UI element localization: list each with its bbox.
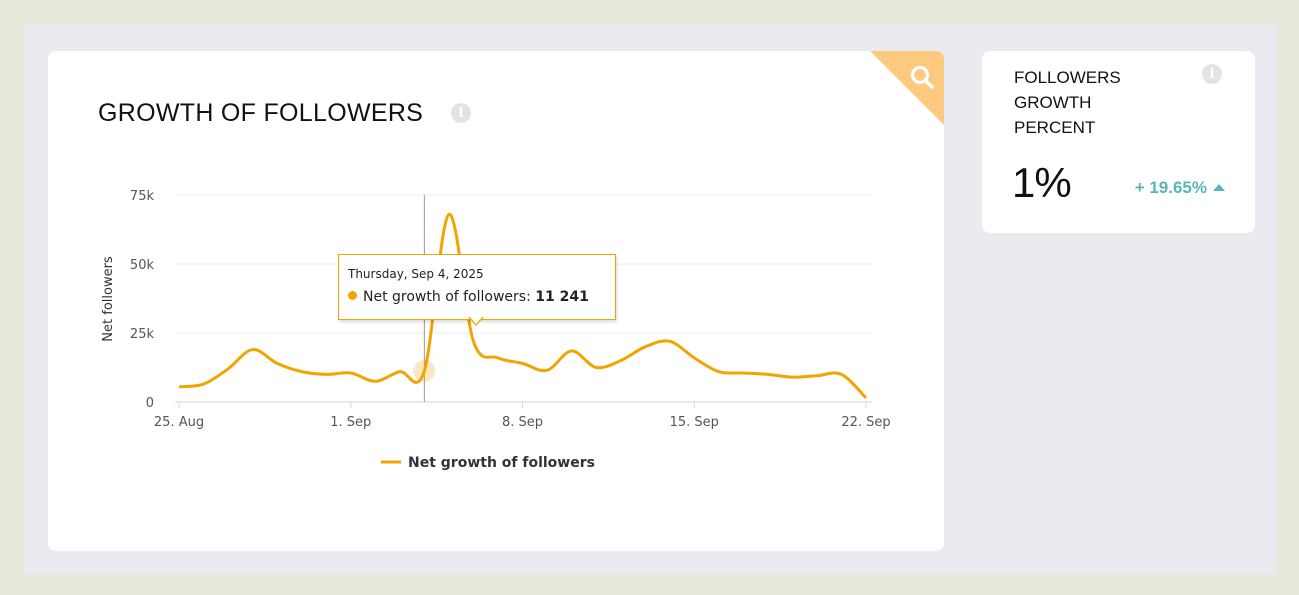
series-dot-icon bbox=[348, 291, 357, 300]
page-title: GROWTH OF FOLLOWERS bbox=[98, 99, 424, 127]
tooltip-series-label: Net growth of followers: bbox=[363, 289, 531, 305]
side-card-title: FOLLOWERS GROWTH PERCENT bbox=[1014, 68, 1121, 137]
info-icon[interactable]: i bbox=[451, 103, 471, 123]
tooltip-value: 11 241 bbox=[535, 289, 589, 305]
growth-change-value: + 19.65% bbox=[1134, 178, 1207, 197]
info-icon[interactable]: i bbox=[1202, 64, 1222, 84]
growth-percent-value: 1% bbox=[1012, 159, 1072, 206]
followers-growth-percent-card: FOLLOWERS GROWTH PERCENT i 1% + 19.65% bbox=[982, 51, 1255, 233]
search-icon[interactable] bbox=[908, 63, 938, 93]
chart-tooltip: Thursday, Sep 4, 2025 Net growth of foll… bbox=[338, 254, 616, 320]
tooltip-date: Thursday, Sep 4, 2025 bbox=[348, 267, 484, 281]
tooltip-arrow-inner bbox=[469, 316, 483, 324]
growth-change-badge: + 19.65% bbox=[1135, 178, 1225, 198]
arrow-up-icon bbox=[1213, 184, 1225, 191]
tooltip-row: Net growth of followers: 11 241 bbox=[348, 289, 589, 305]
